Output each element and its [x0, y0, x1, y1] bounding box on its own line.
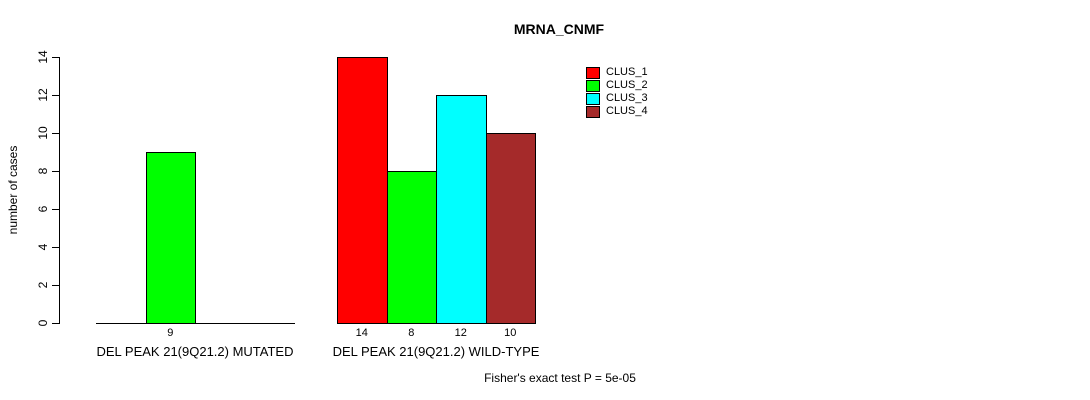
- y-axis-label: number of cases: [6, 145, 20, 235]
- legend-item: CLUS_3: [586, 92, 648, 105]
- y-tick: [52, 171, 59, 172]
- y-tick: [52, 57, 59, 58]
- bar: [436, 95, 487, 324]
- legend-swatch: [586, 105, 600, 118]
- y-tick-label: 12: [36, 88, 50, 102]
- y-tick-label: 0: [36, 319, 50, 327]
- legend-swatch: [586, 66, 600, 79]
- y-tick-label: 8: [36, 167, 50, 175]
- bar-value-label: 10: [504, 327, 517, 339]
- y-tick: [52, 209, 59, 210]
- y-tick: [52, 323, 59, 324]
- y-tick-label: 14: [36, 50, 50, 64]
- bar: [485, 133, 536, 324]
- x-group-label: DEL PEAK 21(9Q21.2) WILD-TYPE: [332, 344, 540, 359]
- y-tick-label: 10: [36, 126, 50, 140]
- legend-label: CLUS_4: [606, 105, 648, 117]
- legend-item: CLUS_4: [586, 105, 648, 118]
- bar: [145, 152, 196, 324]
- legend-label: CLUS_2: [606, 79, 648, 91]
- x-group-label: DEL PEAK 21(9Q21.2) MUTATED: [96, 344, 294, 359]
- y-tick: [52, 95, 59, 96]
- stat-annotation: Fisher's exact test P = 5e-05: [484, 371, 636, 385]
- y-tick-label: 4: [36, 243, 50, 251]
- legend-label: CLUS_3: [606, 92, 648, 104]
- legend: CLUS_1 CLUS_2 CLUS_3 CLUS_4: [586, 66, 648, 118]
- chart-title: MRNA_CNMF: [513, 21, 605, 37]
- legend-swatch: [586, 79, 600, 92]
- y-tick: [52, 247, 59, 248]
- legend-item: CLUS_2: [586, 79, 648, 92]
- y-tick: [52, 285, 59, 286]
- y-tick-label: 2: [36, 281, 50, 289]
- legend-swatch: [586, 92, 600, 105]
- legend-item: CLUS_1: [586, 66, 648, 79]
- y-tick: [52, 133, 59, 134]
- y-axis-line: [59, 57, 60, 324]
- bar-value-label: 8: [408, 327, 415, 339]
- bar-value-label: 14: [355, 327, 368, 339]
- bar-value-label: 12: [454, 327, 467, 339]
- bar: [386, 171, 437, 324]
- legend-label: CLUS_1: [606, 66, 648, 78]
- bar-value-label: 9: [167, 327, 174, 339]
- bar: [337, 57, 388, 324]
- y-tick-label: 6: [36, 205, 50, 213]
